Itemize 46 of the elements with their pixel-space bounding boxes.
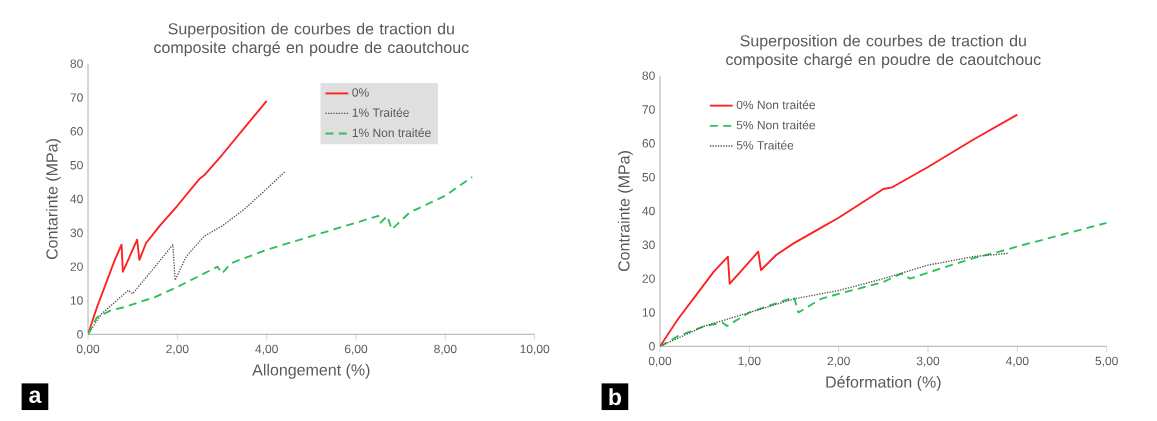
- chart-title: Superposition de courbes de traction du composite chargé en poudre de caoutchouc: [726, 34, 1041, 69]
- y-tick-label: 30: [642, 240, 655, 250]
- x-axis-title: Allongement (%): [252, 363, 370, 379]
- x-tick-label: 4,00: [1005, 356, 1029, 367]
- y-tick-label: 0: [77, 330, 83, 339]
- x-tick-label: 0,00: [76, 344, 100, 355]
- x-tick-label: 0,00: [648, 356, 672, 367]
- legend-label: 0%: [352, 88, 369, 97]
- y-tick-label: 10: [70, 296, 83, 305]
- y-tick-label: 40: [70, 194, 83, 204]
- y-tick-label: 70: [642, 105, 655, 114]
- text: b: [609, 388, 622, 406]
- x-tick-label: 5,00: [1095, 356, 1118, 367]
- y-tick-label: 70: [70, 93, 83, 102]
- legend-label: 5% Non traitée: [736, 120, 816, 130]
- x-tick-label: 2,00: [166, 344, 189, 355]
- x-tick-label: 10,00: [520, 344, 550, 355]
- y-tick-label: 40: [642, 206, 655, 216]
- y-tick-label: 50: [642, 172, 655, 182]
- y-tick-label: 20: [642, 274, 655, 283]
- y-axis-title: Contrainte (MPa): [617, 151, 633, 272]
- y-tick-label: 80: [70, 59, 83, 68]
- y-tick-label: 50: [70, 160, 83, 170]
- legend-label: 5% Traitée: [736, 140, 794, 150]
- y-tick-label: 30: [70, 228, 83, 238]
- x-tick-label: 8,00: [434, 344, 457, 355]
- legend-label: 1% Non traitée: [352, 128, 431, 138]
- y-tick-label: 80: [642, 71, 655, 80]
- line-series: [88, 176, 474, 335]
- y-tick-label: 0: [649, 342, 655, 351]
- text: a: [29, 390, 42, 404]
- y-tick-label: 20: [70, 262, 83, 271]
- x-tick-label: 1,00: [738, 356, 761, 367]
- y-tick-label: 60: [642, 139, 655, 148]
- x-tick-label: 3,00: [916, 356, 940, 367]
- x-tick-label: 4,00: [255, 344, 278, 355]
- x-tick-label: 2,00: [827, 356, 850, 367]
- y-tick-label: 10: [642, 308, 655, 317]
- chart-title: Superposition de courbes de traction du composite chargé en poudre de caoutchouc: [154, 22, 469, 57]
- y-tick-label: 60: [70, 127, 83, 136]
- legend-label: 0% Non traitée: [736, 100, 816, 110]
- line-series: [660, 113, 1019, 347]
- y-axis-title: Contarinte (MPa): [45, 139, 61, 260]
- x-tick-label: 6,00: [344, 344, 368, 355]
- legend-label: 1% Traitée: [352, 107, 409, 117]
- x-axis-title: Déformation (%): [826, 375, 941, 391]
